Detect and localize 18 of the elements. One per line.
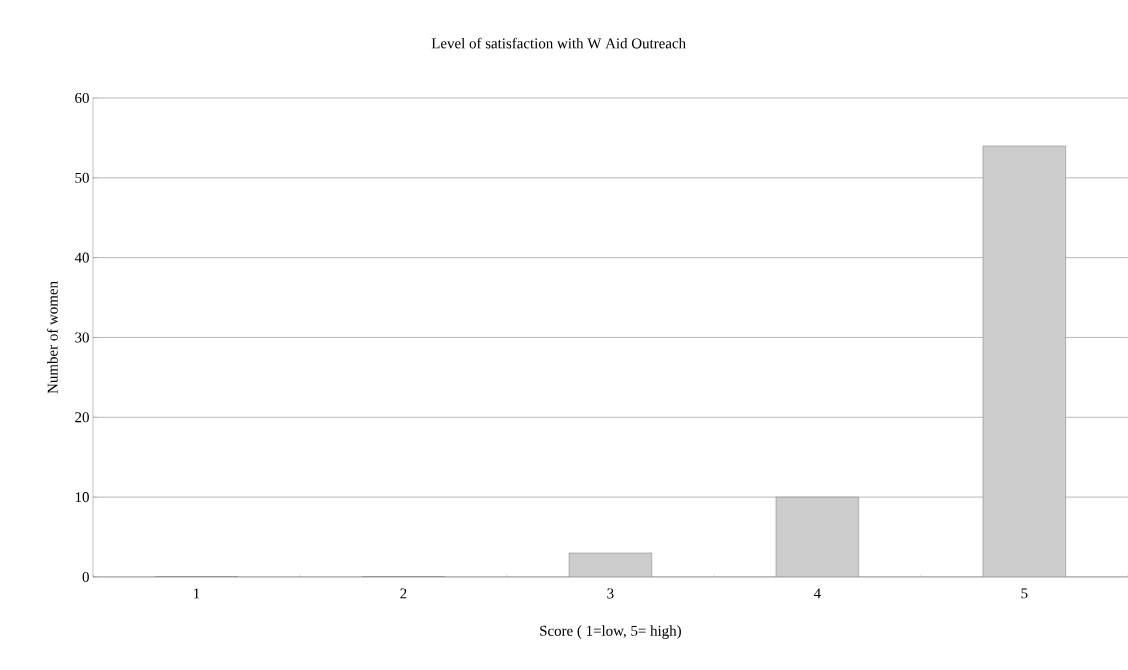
y-tick-label: 10 [75, 492, 89, 503]
y-axis-title: Number of women [47, 281, 58, 394]
x-tick-label: 2 [400, 588, 407, 599]
y-tick-label: 40 [74, 252, 89, 263]
chart-title: Level of satisfaction with W Aid Outreach [431, 37, 686, 49]
bar [569, 553, 652, 577]
x-tick-label: 3 [607, 588, 614, 599]
bar [982, 145, 1066, 577]
y-tick-label: 20 [75, 412, 89, 423]
x-axis-title: Score ( 1=low, 5= high) [540, 625, 681, 639]
x-tick-label: 1 [194, 588, 200, 599]
y-tick-label: 30 [75, 332, 89, 343]
y-tick-label: 60 [75, 92, 89, 104]
bar [775, 497, 859, 577]
x-tick-label: 5 [1021, 588, 1028, 599]
y-tick-label: 50 [75, 172, 89, 183]
x-tick-label: 4 [813, 588, 821, 599]
y-tick-label: 0 [82, 571, 89, 582]
